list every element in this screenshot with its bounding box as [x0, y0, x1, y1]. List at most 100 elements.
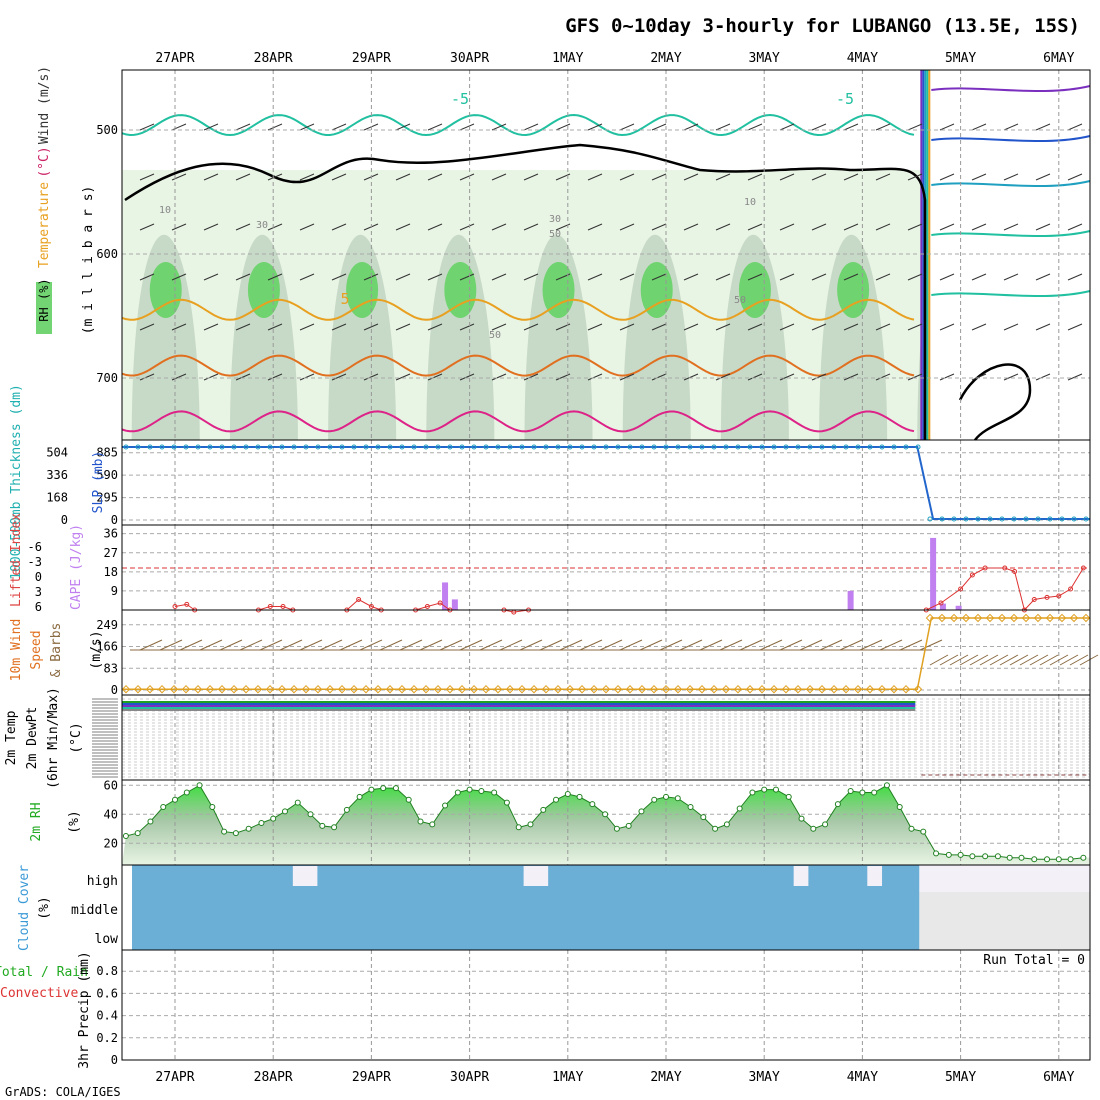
top-date-label: 3MAY — [749, 51, 780, 66]
thickness-marker — [135, 444, 141, 450]
rh-shade-high — [247, 262, 280, 318]
y-tick-label-cape: 36 — [104, 527, 118, 541]
wind-barb — [267, 173, 283, 181]
thickness-marker — [807, 444, 813, 450]
rh-point — [160, 804, 167, 810]
thickness-marker — [315, 444, 321, 450]
thickness-marker — [531, 444, 537, 450]
wind-barb — [479, 639, 503, 651]
wind-barb — [1035, 173, 1051, 181]
wind-barb — [139, 223, 155, 231]
wind-speed-marker — [157, 684, 167, 694]
thickness-marker — [567, 444, 573, 450]
rh-point — [331, 824, 338, 831]
wind-barb — [427, 173, 443, 181]
wind-speed-marker — [433, 684, 443, 694]
wind-barb — [427, 323, 443, 331]
wind-speed-marker — [781, 684, 791, 694]
thickness-marker — [183, 444, 189, 450]
rh-point — [589, 801, 596, 808]
wind-barb — [939, 123, 955, 131]
thickness-marker — [951, 516, 957, 522]
wind-barb — [203, 273, 219, 281]
wind-speed-marker — [1033, 613, 1043, 623]
wind-barb — [739, 639, 763, 651]
rh-legend-label: RH (%) — [37, 278, 51, 321]
wind-barb — [875, 223, 891, 231]
wind-barb — [939, 654, 959, 666]
panel-frame — [121, 609, 1091, 696]
wind-speed-marker — [373, 684, 383, 694]
rh-point — [356, 793, 363, 800]
post-drop-area — [921, 70, 1090, 440]
rh-point — [723, 821, 730, 828]
wind-barb — [747, 373, 763, 381]
wind-barb — [875, 373, 891, 381]
wind-speed-marker — [589, 684, 599, 694]
y-tick-label: 600 — [96, 247, 118, 261]
wind-barb — [979, 654, 999, 666]
wind-barb — [839, 639, 863, 651]
cape-bar — [939, 603, 946, 610]
wind-barb — [989, 654, 1009, 666]
wind-barb — [779, 223, 795, 231]
wind-barb — [971, 323, 987, 331]
wind-barb — [235, 223, 251, 231]
cloud-middle-post — [919, 892, 1090, 950]
rh-point — [294, 799, 301, 806]
thickness-marker — [699, 444, 705, 450]
wind-speed-marker — [637, 684, 647, 694]
rh-shade-medium — [524, 234, 593, 440]
wind-barb — [459, 273, 475, 281]
y-tick-label-slp: 885 — [96, 446, 118, 460]
rh-point — [625, 822, 632, 829]
wind-barb — [171, 173, 187, 181]
wind-label-line1: 10m Wind — [9, 619, 24, 682]
thickness-marker — [231, 444, 237, 450]
wind-barb — [683, 323, 699, 331]
wind-barb — [875, 273, 891, 281]
rh-point — [134, 830, 141, 837]
wind-speed-marker — [229, 684, 239, 694]
rh-shade-medium — [426, 234, 495, 440]
wind-speed-marker — [253, 684, 263, 694]
contour-bold — [124, 143, 927, 440]
wind-barb — [1067, 223, 1083, 231]
wind-speed-marker — [541, 684, 551, 694]
wind-barb — [519, 639, 543, 651]
wind-speed-marker — [133, 684, 143, 694]
slp-label: SLP (mb) — [91, 451, 106, 514]
wind-barb — [203, 373, 219, 381]
thickness-marker — [435, 444, 441, 450]
thickness-marker — [651, 444, 657, 450]
y-tick-label-li: 3 — [35, 585, 42, 599]
wind-speed-marker — [313, 684, 323, 694]
wind-barb — [539, 639, 563, 651]
wind-barb — [907, 223, 923, 231]
wind-barb — [491, 223, 507, 231]
rh-shade-high — [738, 262, 771, 318]
rh-point — [319, 822, 326, 829]
wind-barb — [331, 323, 347, 331]
thickness-marker — [891, 444, 897, 450]
cloud-layer-label: low — [95, 932, 119, 947]
cape-bar — [955, 605, 962, 610]
wind-barb — [683, 373, 699, 381]
temperature-label: Temperature — [37, 182, 52, 268]
cloud-gap — [793, 866, 809, 886]
li-point — [1080, 565, 1086, 571]
cape-bar — [847, 590, 854, 610]
wind-speed-marker — [325, 684, 335, 694]
thickness-slp-panel: 0 0 295 168 590 336 885 504 1000-500mb Thickness… — [9, 384, 1091, 580]
wind-barb — [779, 639, 803, 651]
wind-10m-panel: 0 83 166 249 10m Wind Speed & Barbs (m/s) — [9, 609, 1099, 697]
temperature-curve-post — [931, 135, 1091, 143]
bottom-date-label: 28APR — [254, 1070, 293, 1085]
wind-barb — [811, 273, 827, 281]
rh-point — [1018, 854, 1025, 861]
wind-barb — [331, 273, 347, 281]
y-tick-label: 0.8 — [96, 964, 118, 978]
thickness-marker — [843, 444, 849, 450]
thickness-marker — [747, 444, 753, 450]
wind-barb — [299, 173, 315, 181]
